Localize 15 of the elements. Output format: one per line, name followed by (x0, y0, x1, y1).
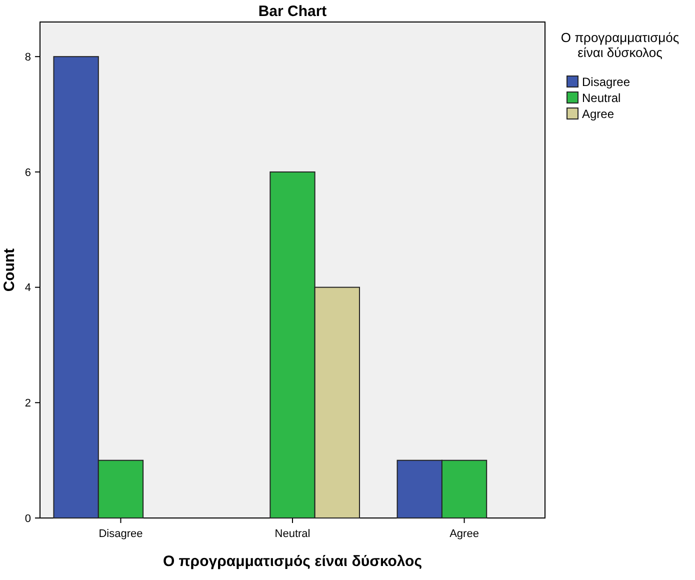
y-tick-label: 8 (24, 51, 31, 64)
x-tick-label: Agree (450, 528, 479, 540)
chart-title: Bar Chart (258, 3, 327, 20)
y-tick-label: 4 (24, 282, 31, 294)
x-axis-title: Ο προγραμματισμός είναι δύσκολος (162, 553, 422, 570)
y-axis-title: Count (1, 248, 18, 292)
legend-title: Ο προγραμματισμός είναι δύσκολος (560, 30, 680, 60)
x-tick-label: Disagree (98, 528, 143, 540)
x-tick-label: Neutral (274, 528, 310, 540)
y-tick-label: 6 (24, 166, 31, 179)
y-tick-label: 0 (24, 512, 31, 525)
legend-label: Neutral (582, 91, 621, 105)
legend-label: Agree (582, 107, 614, 121)
legend-label: Disagree (582, 75, 630, 89)
y-tick-label: 2 (24, 398, 31, 410)
